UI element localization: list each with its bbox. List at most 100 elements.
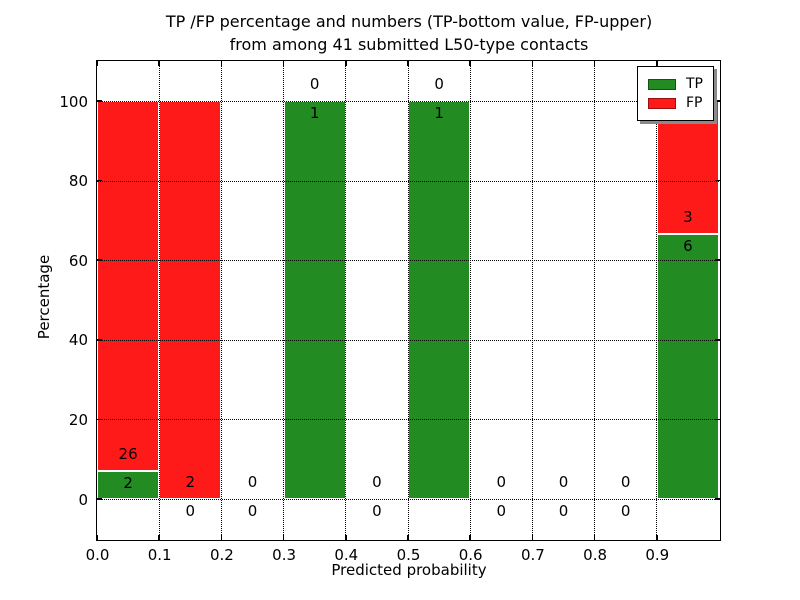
gridline-horizontal xyxy=(97,101,719,102)
annotation-tp-count: 1 xyxy=(434,104,444,122)
annotation-fp-count: 2 xyxy=(185,473,196,491)
annotation-tp-count: 0 xyxy=(247,502,258,520)
gridline-vertical xyxy=(220,61,222,539)
x-tick-mark xyxy=(345,535,347,540)
x-tick-label: 0.0 xyxy=(85,546,110,564)
x-tick-label: 0.1 xyxy=(147,546,172,564)
gridline-vertical xyxy=(656,61,658,539)
gridline-horizontal xyxy=(97,260,719,262)
x-tick-mark-top xyxy=(96,61,98,66)
annotation-tp-count: 0 xyxy=(372,502,382,520)
gridline-vertical xyxy=(594,61,596,539)
y-tick-mark-right xyxy=(715,498,720,500)
x-tick-label: 0.6 xyxy=(458,546,483,564)
x-tick-mark-top xyxy=(220,61,223,66)
annotation-fp-count: 0 xyxy=(434,75,444,93)
gridline-vertical xyxy=(531,61,533,539)
x-tick-mark xyxy=(593,535,596,540)
bar-segment-tp xyxy=(97,470,160,499)
x-tick-mark xyxy=(158,535,160,540)
x-tick-mark-top xyxy=(469,61,471,66)
x-tick-label: 0.9 xyxy=(645,546,670,564)
chart-title-line2: from among 41 submitted L50-type contact… xyxy=(229,35,589,54)
legend: TP FP xyxy=(637,66,714,121)
x-tick-mark-top xyxy=(345,61,347,66)
annotation-fp-count: 0 xyxy=(558,473,569,491)
y-tick-mark-right xyxy=(715,418,720,421)
gridline-horizontal xyxy=(97,339,719,341)
x-tick-mark-top xyxy=(158,61,160,66)
bar-segment-tp xyxy=(283,101,346,499)
annotation-tp-count: 0 xyxy=(558,502,569,520)
annotation-fp-count: 0 xyxy=(247,473,258,491)
legend-label: TP xyxy=(686,76,703,92)
x-tick-mark xyxy=(469,535,471,540)
legend-row: FP xyxy=(648,95,703,111)
x-tick-mark-top xyxy=(656,61,658,66)
x-tick-mark xyxy=(407,535,409,540)
annotation-fp-count: 3 xyxy=(683,207,693,226)
y-tick-mark-right xyxy=(715,259,720,261)
y-tick-mark xyxy=(97,100,102,102)
x-tick-mark xyxy=(282,535,285,540)
x-tick-label: 0.8 xyxy=(583,546,608,564)
x-tick-mark xyxy=(531,535,534,540)
legend-label: FP xyxy=(686,95,703,111)
x-tick-mark-top xyxy=(282,61,285,66)
bar-segment-tp xyxy=(408,101,471,499)
annotation-tp-count: 0 xyxy=(185,502,196,520)
y-tick-mark-right xyxy=(715,179,720,182)
gridline-horizontal xyxy=(97,419,719,421)
legend-row: TP xyxy=(648,76,703,92)
y-tick-label: 100 xyxy=(59,92,88,111)
x-tick-mark-top xyxy=(407,61,409,66)
y-tick-mark xyxy=(97,339,102,341)
annotation-fp-count: 0 xyxy=(372,473,382,491)
y-tick-label: 60 xyxy=(68,251,88,270)
x-tick-mark-top xyxy=(531,61,534,66)
y-tick-label: 80 xyxy=(68,172,88,191)
gridline-vertical xyxy=(158,61,160,539)
y-tick-mark xyxy=(97,259,102,261)
x-tick-mark xyxy=(220,535,223,540)
gridline-vertical xyxy=(469,61,471,539)
y-tick-mark-right xyxy=(715,339,720,341)
x-tick-mark xyxy=(656,535,658,540)
gridline-vertical xyxy=(345,61,347,539)
annotation-tp-count: 1 xyxy=(309,104,320,122)
x-axis-label: Predicted probability xyxy=(331,561,487,579)
y-tick-mark xyxy=(97,179,102,182)
y-tick-mark-right xyxy=(715,100,720,102)
y-tick-mark xyxy=(97,418,102,421)
gridline-vertical xyxy=(283,61,285,539)
x-tick-label: 0.3 xyxy=(272,546,297,564)
annotation-fp-count: 0 xyxy=(309,75,320,93)
annotation-fp-count: 0 xyxy=(496,473,507,491)
chart-title-line1: TP /FP percentage and numbers (TP-bottom… xyxy=(165,12,653,31)
gridline-horizontal xyxy=(97,499,719,500)
x-tick-label: 0.4 xyxy=(334,546,359,564)
annotation-tp-count: 0 xyxy=(620,502,631,520)
x-tick-label: 0.5 xyxy=(396,546,421,564)
legend-swatch-tp-icon xyxy=(648,78,676,90)
annotation-tp-count: 2 xyxy=(123,473,133,492)
annotation-tp-count: 0 xyxy=(496,502,507,520)
annotation-fp-count: 26 xyxy=(118,444,138,463)
legend-swatch-fp-icon xyxy=(648,97,676,109)
annotation-tp-count: 6 xyxy=(683,236,693,255)
y-tick-label: 20 xyxy=(68,410,88,429)
x-tick-label: 0.2 xyxy=(209,546,234,564)
gridline-horizontal xyxy=(97,180,719,182)
y-tick-label: 40 xyxy=(68,331,88,350)
bar-segment-fp xyxy=(159,101,222,499)
x-tick-label: 0.7 xyxy=(520,546,545,564)
annotation-fp-count: 0 xyxy=(620,473,631,491)
y-tick-label: 0 xyxy=(78,490,88,509)
bar-segment-fp xyxy=(97,101,160,471)
x-tick-mark xyxy=(96,535,98,540)
bar-segment-fp xyxy=(656,101,719,234)
x-tick-mark-top xyxy=(593,61,596,66)
bar-segment-tp xyxy=(656,233,719,499)
plot-area: 26 2 2 0 0 0 0 1 0 0 0 1 0 0 0 0 0 0 3 6 TP FP xyxy=(96,60,721,541)
